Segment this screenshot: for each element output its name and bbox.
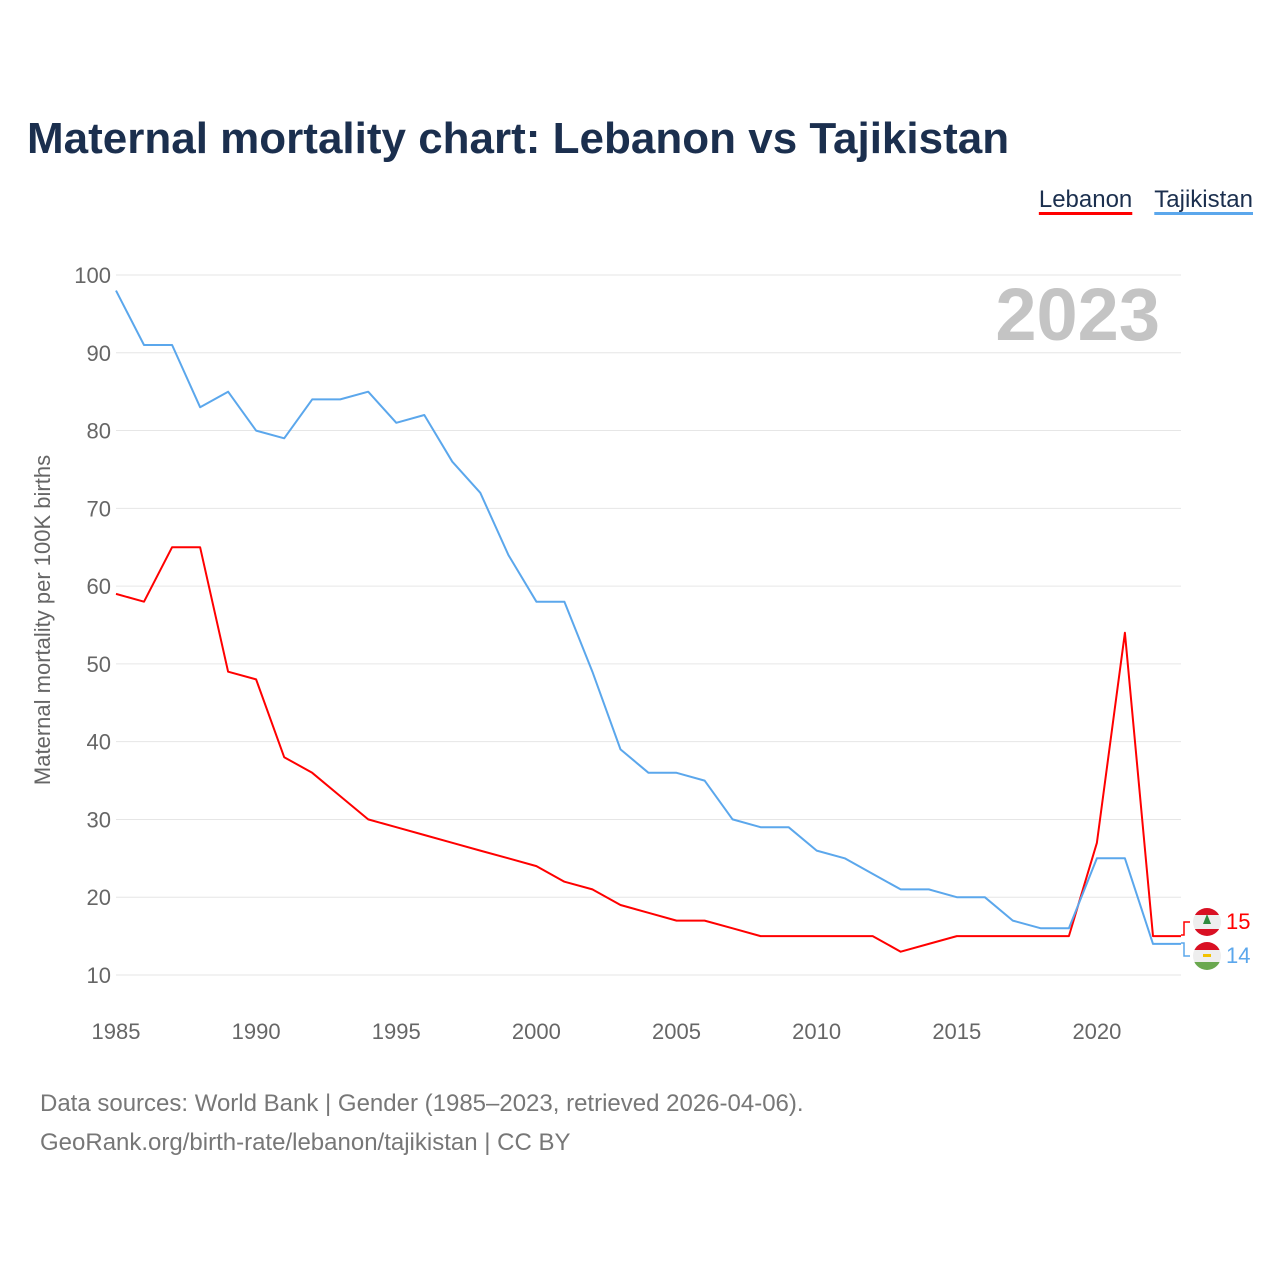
source-note: Data sources: World Bank | Gender (1985–… — [40, 1090, 804, 1117]
tajikistan-flag-icon — [1193, 942, 1221, 970]
series-line-tajikistan — [115, 290, 1181, 945]
y-tick-label: 10 — [87, 963, 111, 988]
x-tick-label: 2005 — [652, 1019, 701, 1044]
series-lines — [115, 290, 1181, 953]
legend-swatch — [1038, 212, 1133, 215]
y-tick-label: 80 — [87, 419, 111, 444]
source-link[interactable]: GeoRank.org/birth-rate/lebanon/tajikista… — [40, 1129, 571, 1156]
grid: 10 20 30 40 50 60 70 80 90 100 1985 1990 1995 2000 200… — [74, 263, 1181, 1044]
end-labels: 15 14 — [1181, 908, 1250, 970]
y-tick-label: 70 — [87, 496, 111, 521]
tajikistan-connector — [1181, 942, 1190, 957]
year-watermark: 2023 — [995, 273, 1160, 356]
x-tick-label: 2020 — [1072, 1019, 1121, 1044]
x-tick-label: 2010 — [792, 1019, 841, 1044]
y-tick-label: 90 — [87, 341, 111, 366]
y-tick-label: 20 — [87, 885, 111, 910]
y-tick-label: 50 — [87, 652, 111, 677]
lebanon-end-value: 15 — [1226, 909, 1250, 934]
y-tick-label: 40 — [87, 730, 111, 755]
legend-item-tajikistan[interactable]: Tajikistan — [1154, 186, 1253, 213]
tajikistan-end-value: 14 — [1226, 943, 1250, 968]
legend-item-lebanon[interactable]: Lebanon — [1039, 186, 1132, 213]
x-tick-label: 1985 — [92, 1019, 141, 1044]
x-tick-label: 1995 — [372, 1019, 421, 1044]
legend: Tajikistan Lebanon — [1038, 186, 1253, 215]
y-tick-label: 30 — [87, 807, 111, 832]
chart-title: Maternal mortality chart: Lebanon vs Taj… — [27, 114, 1009, 163]
series-line-lebanon — [115, 546, 1181, 953]
y-tick-label: 100 — [74, 263, 111, 288]
x-tick-label: 2000 — [512, 1019, 561, 1044]
y-axis-label: Maternal mortality per 100K births — [30, 455, 55, 785]
lebanon-connector — [1181, 921, 1190, 936]
legend-swatch — [1154, 212, 1253, 215]
x-tick-label: 1990 — [232, 1019, 281, 1044]
x-tick-label: 2015 — [932, 1019, 981, 1044]
y-tick-label: 60 — [87, 574, 111, 599]
lebanon-flag-icon — [1193, 908, 1221, 936]
